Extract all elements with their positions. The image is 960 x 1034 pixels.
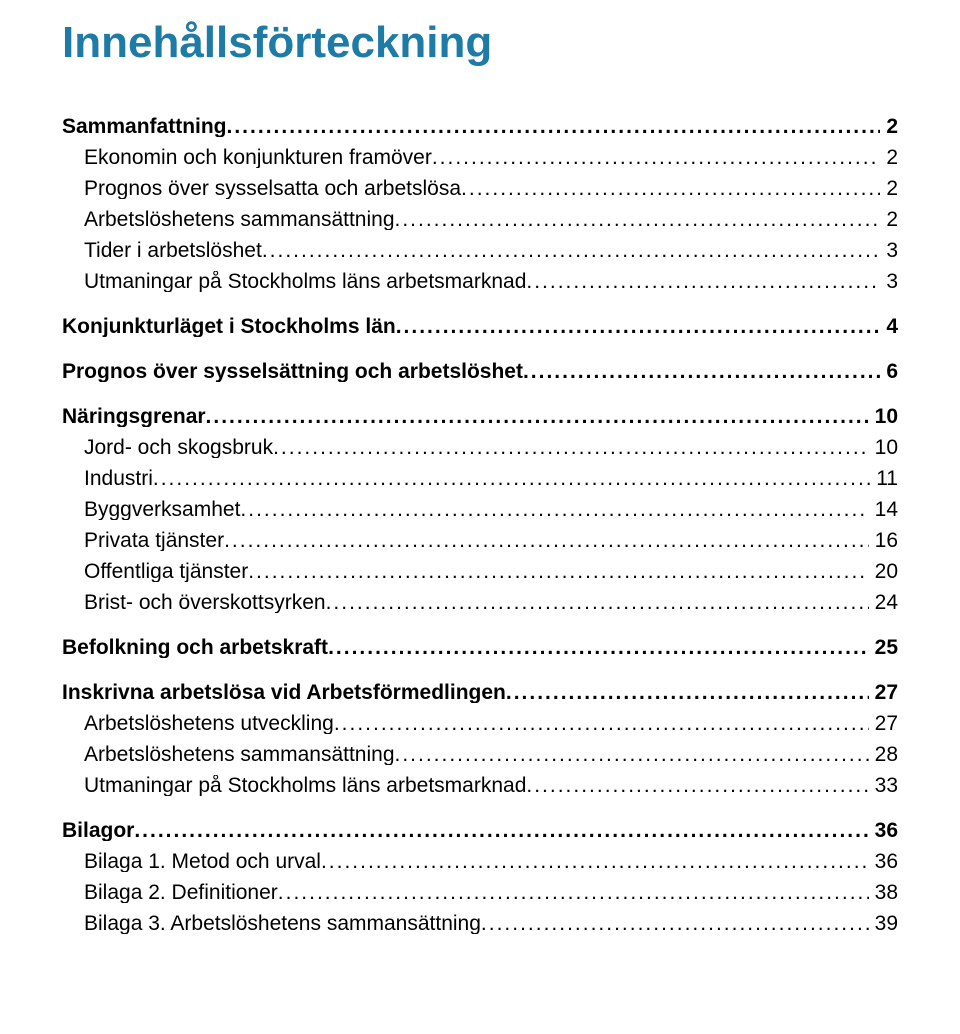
toc-entry-page: 4	[880, 316, 898, 337]
toc-entry-label: Bilagor	[62, 820, 134, 841]
toc-entry: Inskrivna arbetslösa vid Arbetsförmedlin…	[62, 682, 898, 703]
toc-leader-dots	[262, 240, 881, 261]
toc-entry: Utmaningar på Stockholms läns arbetsmark…	[62, 271, 898, 292]
toc-entry: Bilaga 3. Arbetslöshetens sammansättning…	[62, 913, 898, 934]
toc-entry: Arbetslöshetens utveckling 27	[62, 713, 898, 734]
toc-entry-label: Konjunkturläget i Stockholms län	[62, 316, 396, 337]
toc-leader-dots	[526, 775, 868, 796]
toc-leader-dots	[206, 406, 869, 427]
toc-entry-label: Privata tjänster	[84, 530, 224, 551]
toc-entry: Prognos över sysselsättning och arbetslö…	[62, 361, 898, 382]
toc-entry: Näringsgrenar 10	[62, 406, 898, 427]
toc-entry: Bilaga 1. Metod och urval 36	[62, 851, 898, 872]
toc-entry: Arbetslöshetens sammansättning 28	[62, 744, 898, 765]
toc-entry: Befolkning och arbetskraft 25	[62, 637, 898, 658]
toc-entry: Sammanfattning 2	[62, 116, 898, 137]
toc-entry: Konjunkturläget i Stockholms län 4	[62, 316, 898, 337]
toc-leader-dots	[396, 316, 881, 337]
toc-entry-label: Arbetslöshetens sammansättning	[84, 209, 395, 230]
toc-entry-page: 2	[880, 116, 898, 137]
toc-entry-page: 10	[869, 406, 898, 427]
toc-entry-page: 2	[880, 209, 898, 230]
toc-entry: Utmaningar på Stockholms läns arbetsmark…	[62, 775, 898, 796]
toc-entry-page: 11	[870, 468, 898, 489]
table-of-contents: Sammanfattning 2Ekonomin och konjunkture…	[62, 116, 898, 934]
toc-leader-dots	[227, 116, 881, 137]
toc-leader-dots	[248, 561, 868, 582]
toc-leader-dots	[395, 209, 881, 230]
toc-entry-page: 2	[880, 147, 898, 168]
toc-entry: Tider i arbetslöshet 3	[62, 240, 898, 261]
toc-entry-page: 28	[869, 744, 898, 765]
toc-entry-page: 16	[869, 530, 898, 551]
toc-leader-dots	[506, 682, 869, 703]
document-page: Innehållsförteckning Sammanfattning 2Eko…	[0, 0, 960, 980]
toc-entry: Privata tjänster 16	[62, 530, 898, 551]
toc-entry-page: 24	[869, 592, 898, 613]
toc-entry-page: 2	[880, 178, 898, 199]
toc-entry-page: 3	[880, 271, 898, 292]
toc-entry-page: 33	[869, 775, 898, 796]
toc-leader-dots	[134, 820, 868, 841]
toc-entry: Arbetslöshetens sammansättning 2	[62, 209, 898, 230]
toc-entry-label: Sammanfattning	[62, 116, 227, 137]
toc-entry-label: Offentliga tjänster	[84, 561, 248, 582]
toc-entry-label: Bilaga 3. Arbetslöshetens sammansättning	[84, 913, 481, 934]
toc-leader-dots	[326, 592, 869, 613]
toc-entry-page: 27	[869, 682, 898, 703]
toc-leader-dots	[432, 147, 880, 168]
page-title: Innehållsförteckning	[62, 18, 898, 68]
toc-entry-label: Arbetslöshetens sammansättning	[84, 744, 395, 765]
toc-leader-dots	[328, 637, 869, 658]
toc-leader-dots	[523, 361, 880, 382]
toc-entry-label: Bilaga 2. Definitioner	[84, 882, 278, 903]
toc-leader-dots	[334, 713, 869, 734]
toc-leader-dots	[278, 882, 869, 903]
toc-entry: Bilagor 36	[62, 820, 898, 841]
toc-entry-page: 3	[880, 240, 898, 261]
toc-entry-page: 14	[869, 499, 898, 520]
toc-entry: Bilaga 2. Definitioner 38	[62, 882, 898, 903]
toc-entry-label: Bilaga 1. Metod och urval	[84, 851, 321, 872]
toc-entry: Offentliga tjänster 20	[62, 561, 898, 582]
toc-entry-page: 36	[869, 851, 898, 872]
toc-leader-dots	[461, 178, 880, 199]
toc-leader-dots	[224, 530, 869, 551]
toc-entry-label: Arbetslöshetens utveckling	[84, 713, 334, 734]
toc-leader-dots	[526, 271, 880, 292]
toc-leader-dots	[395, 744, 869, 765]
toc-entry: Brist- och överskottsyrken 24	[62, 592, 898, 613]
toc-entry: Prognos över sysselsatta och arbetslösa …	[62, 178, 898, 199]
toc-leader-dots	[481, 913, 869, 934]
toc-entry-page: 20	[869, 561, 898, 582]
toc-entry-page: 27	[869, 713, 898, 734]
toc-entry: Ekonomin och konjunkturen framöver 2	[62, 147, 898, 168]
toc-entry-label: Industri	[84, 468, 153, 489]
toc-entry-label: Inskrivna arbetslösa vid Arbetsförmedlin…	[62, 682, 506, 703]
toc-entry-label: Näringsgrenar	[62, 406, 206, 427]
toc-entry: Jord- och skogsbruk 10	[62, 437, 898, 458]
toc-entry: Industri 11	[62, 468, 898, 489]
toc-entry-page: 6	[880, 361, 898, 382]
toc-entry-label: Prognos över sysselsatta och arbetslösa	[84, 178, 461, 199]
toc-entry-page: 25	[869, 637, 898, 658]
toc-entry-page: 10	[869, 437, 898, 458]
toc-leader-dots	[321, 851, 869, 872]
toc-entry-label: Befolkning och arbetskraft	[62, 637, 328, 658]
toc-entry-label: Utmaningar på Stockholms läns arbetsmark…	[84, 271, 526, 292]
toc-entry-page: 39	[869, 913, 898, 934]
toc-leader-dots	[153, 468, 870, 489]
toc-entry-label: Brist- och överskottsyrken	[84, 592, 326, 613]
toc-entry-page: 36	[869, 820, 898, 841]
toc-entry-page: 38	[869, 882, 898, 903]
toc-entry-label: Jord- och skogsbruk	[84, 437, 273, 458]
toc-leader-dots	[240, 499, 868, 520]
toc-leader-dots	[273, 437, 869, 458]
toc-entry-label: Byggverksamhet	[84, 499, 240, 520]
toc-entry: Byggverksamhet 14	[62, 499, 898, 520]
toc-entry-label: Utmaningar på Stockholms läns arbetsmark…	[84, 775, 526, 796]
toc-entry-label: Ekonomin och konjunkturen framöver	[84, 147, 432, 168]
toc-entry-label: Prognos över sysselsättning och arbetslö…	[62, 361, 523, 382]
toc-entry-label: Tider i arbetslöshet	[84, 240, 262, 261]
